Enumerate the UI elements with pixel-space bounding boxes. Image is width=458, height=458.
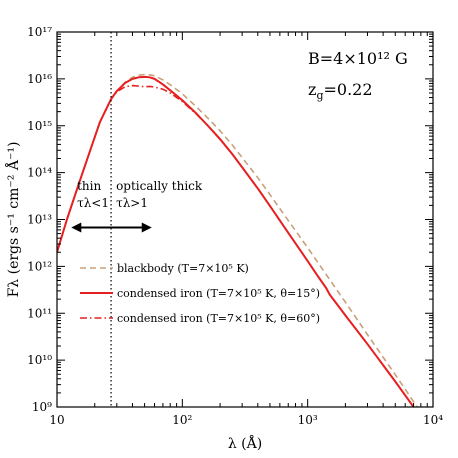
y-tick-label: 10¹⁴ — [27, 166, 52, 180]
optically-thick-label: optically thick — [116, 179, 203, 193]
y-tick-label: 10¹³ — [27, 213, 52, 227]
legend: blackbody (T=7×10⁵ K) condensed iron (T=7… — [80, 262, 320, 325]
y-tick-label: 10¹² — [27, 259, 52, 273]
legend-label-1: condensed iron (T=7×10⁵ K, θ=15°) — [117, 287, 320, 300]
redshift-value: =0.22 — [323, 80, 372, 99]
series-line-1 — [57, 75, 415, 407]
y-axis-label-group: Fλ (ergs s⁻¹ cm⁻² Å⁻¹) — [4, 142, 22, 298]
thin-label: thin — [77, 179, 101, 193]
series-line-2 — [57, 84, 415, 407]
tau-thick-label: τλ>1 — [116, 196, 148, 210]
x-tick-label: 10³ — [298, 413, 318, 427]
x-tick-label: 10⁴ — [423, 413, 443, 427]
ticks-layer: 10 10² 10³ 10⁴ 10⁹ 10¹⁰ 10¹¹ 10¹² 10¹³ 10¹⁴ 10¹⁵ 10… — [27, 25, 443, 427]
y-tick-label: 10¹⁷ — [27, 25, 52, 39]
plot-frame — [56, 31, 434, 408]
tau-thin-label: τλ<1 — [77, 196, 109, 210]
y-axis-label: Fλ (ergs s⁻¹ cm⁻² Å⁻¹) — [4, 142, 22, 298]
y-tick-label: 10⁹ — [32, 400, 52, 414]
series-layer — [57, 73, 419, 407]
magnetic-field-annotation: B=4×10¹² G — [308, 49, 408, 68]
redshift-symbol: z — [308, 80, 316, 99]
legend-label-0: blackbody (T=7×10⁵ K) — [117, 262, 249, 275]
x-axis-label: λ (Å) — [228, 434, 262, 452]
x-tick-label: 10² — [172, 413, 192, 427]
arrow-thin-head — [71, 222, 82, 233]
y-tick-label: 10¹⁵ — [27, 119, 52, 133]
series-line-0 — [57, 73, 419, 407]
y-tick-label: 10¹¹ — [27, 306, 52, 320]
regime-arrows — [71, 222, 152, 233]
x-tick-label: 10 — [49, 413, 64, 427]
redshift-annotation: zg=0.22 — [308, 80, 373, 102]
legend-label-2: condensed iron (T=7×10⁵ K, θ=60°) — [117, 312, 320, 325]
arrow-thick-head — [141, 222, 152, 233]
y-tick-label: 10¹⁶ — [27, 72, 52, 86]
y-tick-label: 10¹⁰ — [27, 353, 52, 367]
redshift-subscript: g — [316, 89, 323, 102]
